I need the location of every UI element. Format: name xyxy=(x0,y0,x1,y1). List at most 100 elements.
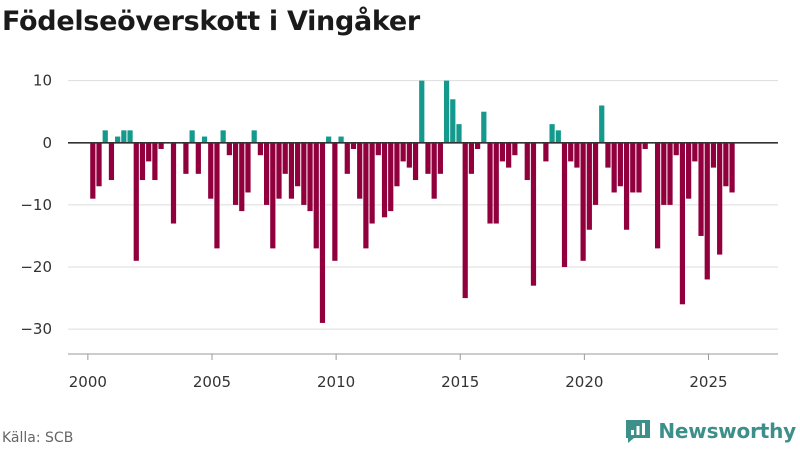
bar xyxy=(301,142,307,205)
bar xyxy=(568,142,574,162)
bar xyxy=(214,142,220,249)
bar xyxy=(394,142,400,187)
x-tick-label: 2015 xyxy=(441,373,479,391)
bar xyxy=(636,142,642,193)
bar xyxy=(543,142,549,162)
bar xyxy=(611,142,617,193)
bars xyxy=(90,80,735,323)
bar xyxy=(146,142,152,162)
x-tick-label: 2020 xyxy=(565,373,603,391)
y-tick-label: 10 xyxy=(33,72,52,90)
y-tick-label: −20 xyxy=(20,258,52,276)
bar xyxy=(170,142,177,224)
bar xyxy=(425,142,431,174)
bar xyxy=(121,130,127,143)
chart-title: Födelseöverskott i Vingåker xyxy=(2,6,420,37)
bar xyxy=(201,136,208,143)
bar xyxy=(524,142,530,181)
grid-lines xyxy=(68,80,778,330)
bar xyxy=(251,130,257,143)
bar xyxy=(350,142,357,149)
bar xyxy=(189,130,195,143)
bar xyxy=(326,136,332,143)
bar xyxy=(375,142,381,156)
bar xyxy=(208,142,214,199)
bar xyxy=(96,142,102,187)
bar xyxy=(499,142,506,162)
bar xyxy=(406,142,412,168)
bar xyxy=(592,142,599,205)
bar xyxy=(698,142,704,236)
bar xyxy=(642,142,648,149)
bar xyxy=(580,142,586,261)
y-tick-label: −30 xyxy=(20,320,52,338)
bar xyxy=(295,142,301,187)
bar xyxy=(257,142,264,156)
bar xyxy=(239,142,245,212)
bar xyxy=(152,142,158,181)
bar xyxy=(412,142,419,181)
bar xyxy=(673,142,679,156)
bar xyxy=(245,142,251,193)
bar xyxy=(704,142,710,280)
bar xyxy=(431,142,437,199)
bar xyxy=(692,142,698,162)
bar xyxy=(661,142,667,205)
bar xyxy=(623,142,630,230)
bar xyxy=(381,142,388,218)
bar xyxy=(456,124,462,143)
bar xyxy=(90,142,96,199)
bar xyxy=(723,142,729,187)
bar xyxy=(108,142,115,181)
bar xyxy=(437,142,443,174)
brand-logo[interactable]: Newsworthy xyxy=(624,418,796,444)
bar xyxy=(686,142,692,199)
bar xyxy=(313,142,319,249)
bar xyxy=(270,142,276,249)
bar xyxy=(599,105,605,143)
bar xyxy=(232,142,239,205)
bar xyxy=(357,142,363,199)
bar xyxy=(344,142,350,174)
bar xyxy=(555,130,561,143)
bar xyxy=(338,136,344,143)
bar xyxy=(282,142,288,174)
bar xyxy=(512,142,518,156)
bar xyxy=(307,142,313,212)
bar xyxy=(226,142,232,156)
bar xyxy=(468,142,475,174)
x-tick-label: 2025 xyxy=(689,373,727,391)
bar xyxy=(133,142,139,261)
bar xyxy=(158,142,164,149)
bar xyxy=(195,142,201,174)
bar xyxy=(288,142,295,199)
bar xyxy=(127,130,133,143)
bar xyxy=(605,142,611,168)
bar xyxy=(332,142,338,261)
bar xyxy=(363,142,369,249)
y-tick-label: −10 xyxy=(20,196,52,214)
bar xyxy=(717,142,723,255)
bar xyxy=(419,80,425,143)
bar xyxy=(530,142,537,286)
bar xyxy=(319,142,326,323)
bar xyxy=(388,142,394,212)
bar xyxy=(586,142,592,230)
bar xyxy=(574,142,580,168)
brand-name: Newsworthy xyxy=(658,419,796,443)
bar xyxy=(369,142,375,224)
bar xyxy=(561,142,568,268)
bar xyxy=(183,142,189,174)
bar xyxy=(506,142,512,168)
bar xyxy=(679,142,686,305)
bar xyxy=(400,142,406,162)
bar xyxy=(630,142,636,193)
bar xyxy=(139,142,146,181)
bar xyxy=(475,142,481,149)
bar xyxy=(617,142,623,187)
bar xyxy=(493,142,499,224)
bar xyxy=(654,142,661,249)
bar xyxy=(263,142,270,205)
bar xyxy=(462,142,468,299)
